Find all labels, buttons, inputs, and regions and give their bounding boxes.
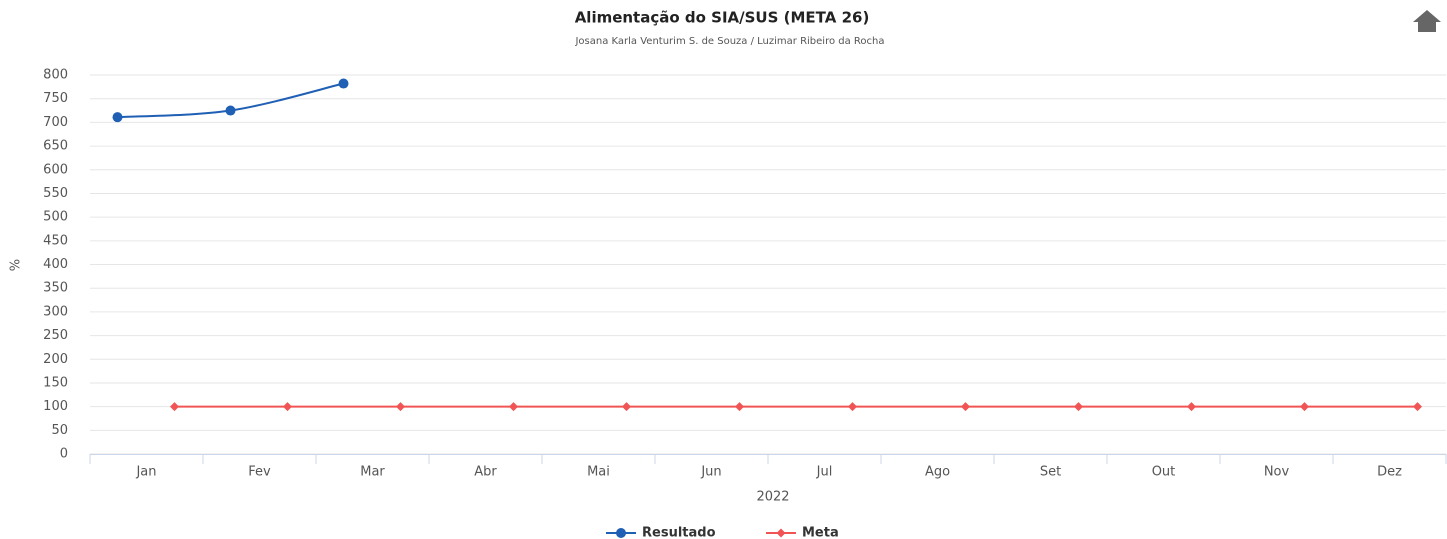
x-tick-label: Jun — [700, 465, 721, 480]
legend-marker — [616, 528, 626, 538]
point — [396, 402, 405, 412]
x-tick-label: Ago — [925, 465, 950, 480]
y-tick-label: 750 — [43, 91, 68, 106]
home-shape[interactable] — [1413, 10, 1441, 32]
point — [961, 402, 970, 412]
chart-title: Alimentação do SIA/SUS (META 26) — [575, 9, 870, 27]
x-tick-label: Mar — [360, 465, 385, 480]
y-tick-label: 0 — [60, 447, 68, 462]
x-tick-label: Nov — [1264, 465, 1290, 480]
x-tick-label: Abr — [474, 465, 497, 480]
x-tick-label: Dez — [1377, 465, 1402, 480]
legend-label: Meta — [802, 526, 839, 539]
point — [112, 112, 123, 123]
y-tick-label: 300 — [43, 304, 68, 319]
x-tick-label: Mai — [587, 465, 610, 480]
x-tick-label: Jul — [816, 465, 833, 480]
chart-subtitle: Josana Karla Venturim S. de Souza / Luzi… — [574, 36, 884, 47]
y-tick-label: 100 — [43, 399, 68, 414]
point — [735, 402, 744, 412]
point — [509, 402, 518, 412]
point — [1413, 402, 1422, 412]
y-tick-label: 700 — [43, 115, 68, 130]
y-axis-label: % — [9, 259, 24, 271]
x-axis-label: 2022 — [756, 490, 789, 505]
y-tick-label: 500 — [43, 210, 68, 225]
point — [225, 105, 236, 116]
y-tick-label: 350 — [43, 281, 68, 296]
x-tick-label: Fev — [248, 465, 271, 480]
y-tick-label: 50 — [51, 423, 68, 438]
point — [1300, 402, 1309, 412]
y-tick-label: 200 — [43, 352, 68, 367]
y-tick-label: 250 — [43, 328, 68, 343]
x-tick-label: Out — [1152, 465, 1176, 480]
point — [1074, 402, 1083, 412]
point — [622, 402, 631, 412]
point — [848, 402, 857, 412]
point — [283, 402, 292, 412]
y-tick-label: 450 — [43, 233, 68, 248]
y-tick-label: 400 — [43, 257, 68, 272]
x-tick-label: Set — [1040, 465, 1061, 480]
home-icon[interactable] — [1413, 10, 1441, 32]
legend-marker — [776, 528, 786, 538]
x-tick-label: Jan — [135, 465, 156, 480]
y-tick-label: 650 — [43, 139, 68, 154]
y-tick-label: 150 — [43, 375, 68, 390]
point — [338, 78, 349, 89]
legend-label: Resultado — [642, 526, 716, 539]
point — [1187, 402, 1196, 412]
y-tick-label: 550 — [43, 186, 68, 201]
point — [170, 402, 179, 412]
y-tick-label: 600 — [43, 162, 68, 177]
y-tick-label: 800 — [43, 68, 68, 83]
